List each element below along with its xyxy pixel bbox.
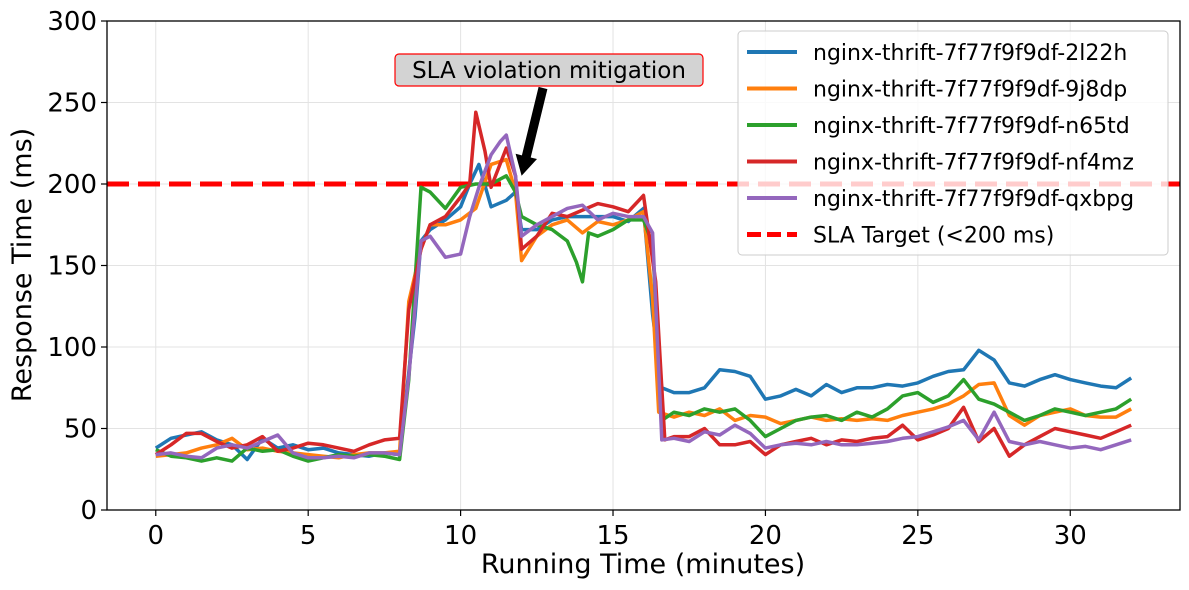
x-tick-label: 5 (300, 521, 317, 551)
x-tick-label: 0 (147, 521, 164, 551)
annotation: SLA violation mitigation (394, 53, 704, 176)
y-tick-label: 200 (47, 170, 97, 200)
x-axis-label: Running Time (minutes) (481, 549, 805, 580)
legend-label: nginx-thrift-7f77f9f9df-n65td (813, 114, 1130, 139)
legend-label: nginx-thrift-7f77f9f9df-9j8dp (813, 78, 1127, 103)
y-tick-label: 50 (64, 415, 97, 445)
series-line (155, 133, 1132, 460)
legend-label: nginx-thrift-7f77f9f9df-nf4mz (813, 151, 1134, 176)
annotation-arrow (515, 86, 548, 176)
x-tick-label: 30 (1054, 521, 1087, 551)
legend-label: nginx-thrift-7f77f9f9df-2l22h (813, 41, 1127, 66)
y-tick-label: 150 (47, 252, 97, 282)
legend-label: SLA Target (<200 ms) (813, 224, 1054, 249)
x-tick-label: 20 (749, 521, 782, 551)
x-tick-label: 15 (596, 521, 629, 551)
annotation-text: SLA violation mitigation (412, 58, 686, 84)
series-line (154, 110, 1132, 458)
x-tick-label: 10 (444, 521, 477, 551)
y-tick-label: 100 (47, 333, 97, 363)
y-tick-label: 0 (80, 496, 97, 526)
legend: nginx-thrift-7f77f9f9df-2l22h nginx-thrif… (737, 30, 1169, 256)
x-tick-label: 25 (901, 521, 934, 551)
y-tick-label: 250 (47, 89, 97, 119)
y-axis-label: Response Time (ms) (7, 128, 38, 402)
annotation-box (394, 53, 704, 87)
y-tick-label: 300 (47, 7, 97, 37)
legend-frame (737, 30, 1169, 256)
legend-label: nginx-thrift-7f77f9f9df-qxbpg (813, 187, 1134, 212)
series-lines (154, 110, 1133, 463)
